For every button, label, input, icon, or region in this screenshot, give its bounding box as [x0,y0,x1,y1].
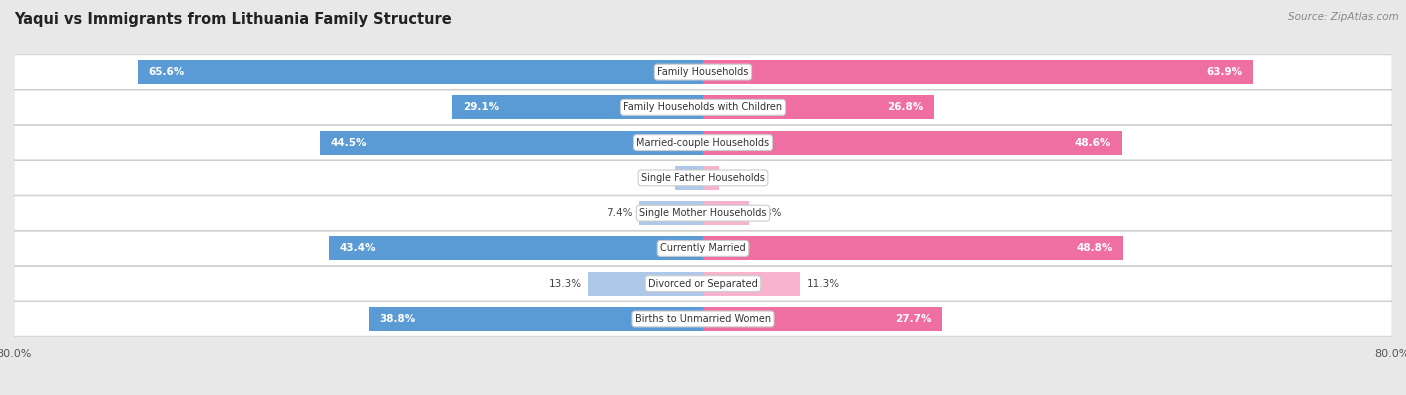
Text: 48.8%: 48.8% [1077,243,1114,254]
Bar [703,237,1123,260]
Bar [589,272,703,296]
Bar [368,307,703,331]
Bar [703,131,1122,154]
Text: 13.3%: 13.3% [548,279,582,289]
Text: 65.6%: 65.6% [149,67,184,77]
Text: 43.4%: 43.4% [340,243,375,254]
Bar [703,272,800,296]
FancyBboxPatch shape [14,55,1392,89]
FancyBboxPatch shape [14,266,1392,301]
Text: 5.3%: 5.3% [755,208,782,218]
Text: 3.2%: 3.2% [643,173,669,183]
Text: Family Households with Children: Family Households with Children [623,102,783,112]
Text: 1.9%: 1.9% [727,173,752,183]
Text: 48.6%: 48.6% [1074,137,1111,148]
Text: Births to Unmarried Women: Births to Unmarried Women [636,314,770,324]
FancyBboxPatch shape [14,90,1392,125]
Bar [675,166,703,190]
Bar [138,60,703,84]
Text: 29.1%: 29.1% [463,102,499,112]
Text: Single Father Households: Single Father Households [641,173,765,183]
Bar [453,95,703,119]
Text: 38.8%: 38.8% [380,314,415,324]
Text: 11.3%: 11.3% [807,279,841,289]
Text: Source: ZipAtlas.com: Source: ZipAtlas.com [1288,12,1399,22]
Bar [640,201,703,225]
Bar [329,237,703,260]
Bar [703,95,934,119]
Text: Family Households: Family Households [658,67,748,77]
Text: 27.7%: 27.7% [894,314,931,324]
FancyBboxPatch shape [14,161,1392,195]
Text: Married-couple Households: Married-couple Households [637,137,769,148]
Text: Yaqui vs Immigrants from Lithuania Family Structure: Yaqui vs Immigrants from Lithuania Famil… [14,12,451,27]
Text: 26.8%: 26.8% [887,102,924,112]
Text: 7.4%: 7.4% [606,208,633,218]
FancyBboxPatch shape [14,302,1392,336]
Bar [703,166,720,190]
FancyBboxPatch shape [14,196,1392,230]
Text: Currently Married: Currently Married [661,243,745,254]
Text: 63.9%: 63.9% [1206,67,1243,77]
Bar [703,60,1253,84]
Text: Divorced or Separated: Divorced or Separated [648,279,758,289]
Text: Single Mother Households: Single Mother Households [640,208,766,218]
Bar [319,131,703,154]
FancyBboxPatch shape [14,125,1392,160]
Bar [703,201,748,225]
FancyBboxPatch shape [14,231,1392,266]
Text: 44.5%: 44.5% [330,137,367,148]
Bar [703,307,942,331]
